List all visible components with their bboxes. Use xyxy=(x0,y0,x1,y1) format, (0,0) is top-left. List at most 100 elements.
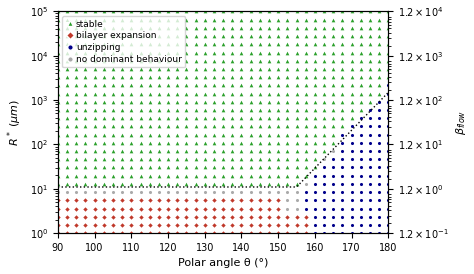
Point xyxy=(348,59,356,63)
Point xyxy=(293,75,301,79)
Point xyxy=(82,141,89,145)
Point xyxy=(128,83,135,88)
Point xyxy=(283,157,291,161)
Point xyxy=(348,50,356,55)
Point xyxy=(109,26,117,30)
Point xyxy=(201,215,209,219)
Point xyxy=(366,173,374,178)
Point xyxy=(237,215,245,219)
Point xyxy=(311,223,319,227)
Point xyxy=(118,223,126,227)
Point xyxy=(192,67,200,71)
Point xyxy=(109,141,117,145)
Point xyxy=(173,108,181,112)
Point xyxy=(237,67,245,71)
Point xyxy=(109,34,117,38)
Point xyxy=(311,108,319,112)
Point xyxy=(283,165,291,170)
Point xyxy=(366,190,374,194)
Point xyxy=(237,149,245,153)
Point xyxy=(201,91,209,96)
Point xyxy=(320,124,328,129)
Point xyxy=(338,141,346,145)
Point xyxy=(293,83,301,88)
Point xyxy=(384,182,392,186)
Point xyxy=(82,83,89,88)
Point xyxy=(54,67,62,71)
Point xyxy=(302,182,310,186)
Point xyxy=(256,108,264,112)
Point xyxy=(357,124,365,129)
Point xyxy=(265,215,273,219)
Point xyxy=(137,67,144,71)
Point xyxy=(293,124,301,129)
Point xyxy=(173,173,181,178)
Point xyxy=(311,50,319,55)
Point xyxy=(366,223,374,227)
Point xyxy=(91,91,99,96)
Point xyxy=(237,91,245,96)
Point xyxy=(173,223,181,227)
Point xyxy=(357,215,365,219)
Point xyxy=(118,99,126,104)
Point xyxy=(210,42,218,47)
Point xyxy=(302,157,310,161)
Point xyxy=(155,116,163,120)
Point xyxy=(384,141,392,145)
Point xyxy=(247,231,255,235)
Point xyxy=(366,75,374,79)
Point xyxy=(338,190,346,194)
Point xyxy=(100,75,108,79)
Point xyxy=(366,91,374,96)
Point xyxy=(228,9,236,14)
Point xyxy=(64,83,71,88)
Point xyxy=(293,42,301,47)
Point xyxy=(173,9,181,14)
Point xyxy=(348,173,356,178)
Point xyxy=(293,223,301,227)
Point xyxy=(311,83,319,88)
Point xyxy=(219,190,227,194)
Point xyxy=(320,215,328,219)
Point xyxy=(182,149,190,153)
Point xyxy=(302,206,310,211)
Point xyxy=(173,149,181,153)
Point xyxy=(118,215,126,219)
Point xyxy=(237,157,245,161)
Point xyxy=(237,231,245,235)
Point xyxy=(118,42,126,47)
Point xyxy=(247,50,255,55)
Point xyxy=(311,67,319,71)
Point xyxy=(210,132,218,137)
Point xyxy=(73,141,80,145)
Point xyxy=(118,190,126,194)
Point xyxy=(192,50,200,55)
Point xyxy=(311,34,319,38)
Point xyxy=(73,173,80,178)
Point xyxy=(384,50,392,55)
Point xyxy=(265,67,273,71)
Point xyxy=(329,157,337,161)
Point xyxy=(73,34,80,38)
Point xyxy=(146,50,154,55)
Point xyxy=(182,34,190,38)
Point xyxy=(283,141,291,145)
Point xyxy=(146,190,154,194)
Point xyxy=(210,99,218,104)
Point xyxy=(375,157,383,161)
Point xyxy=(366,9,374,14)
Point xyxy=(192,223,200,227)
Point xyxy=(173,124,181,129)
Point xyxy=(283,75,291,79)
Point xyxy=(82,190,89,194)
Point xyxy=(384,75,392,79)
Point xyxy=(118,26,126,30)
Point xyxy=(228,59,236,63)
Point xyxy=(274,42,282,47)
Point xyxy=(155,99,163,104)
Point xyxy=(228,215,236,219)
Point xyxy=(201,132,209,137)
Point xyxy=(265,198,273,202)
Point xyxy=(311,165,319,170)
Point xyxy=(54,99,62,104)
